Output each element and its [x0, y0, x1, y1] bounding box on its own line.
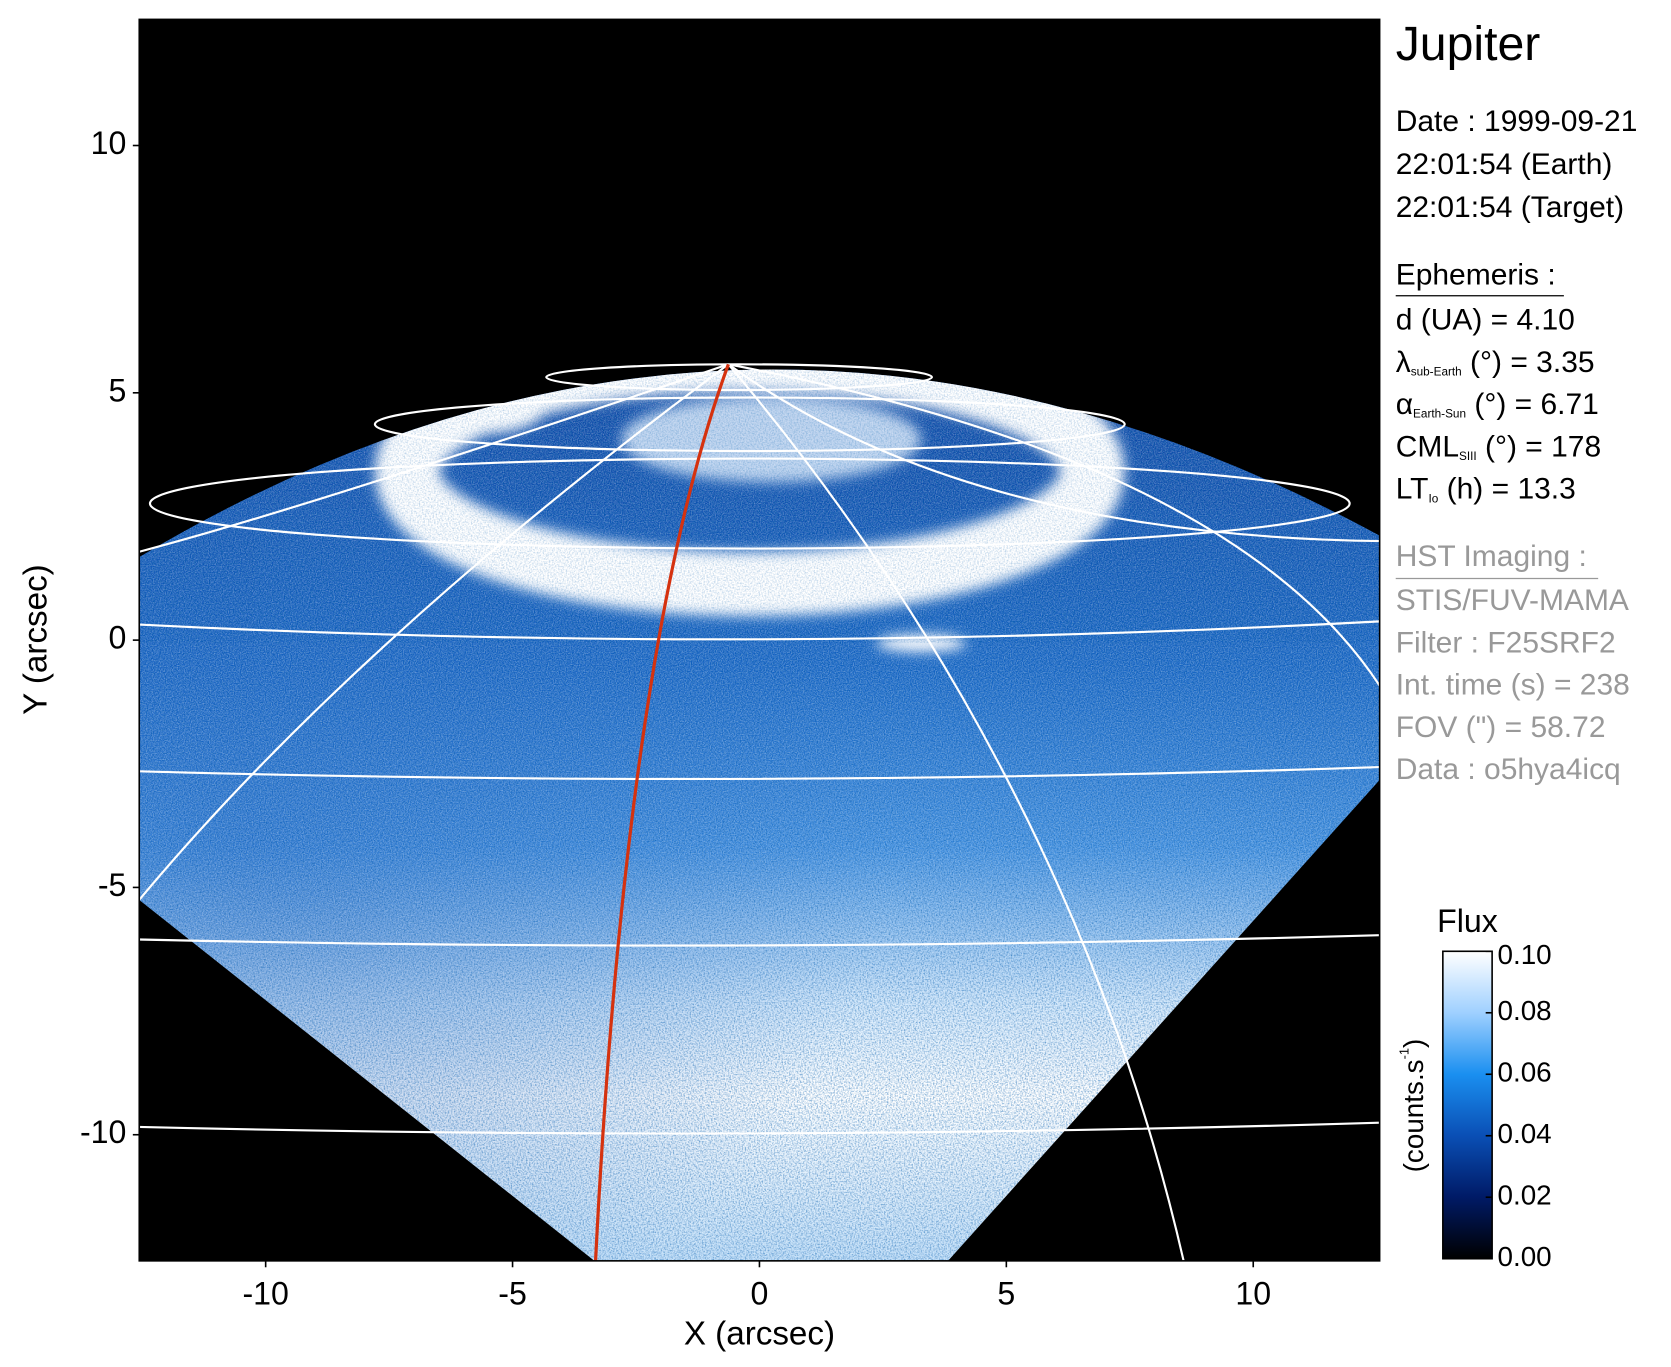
text: (h) = 13.3: [1438, 473, 1576, 506]
x-tick-label: 0: [751, 1276, 769, 1312]
colorbar-title: Flux: [1437, 903, 1498, 939]
ephemeris-line: LTIo (h) = 13.3: [1396, 473, 1576, 506]
x-tick-label: -10: [242, 1276, 288, 1312]
imaging-line: Filter : F25SRF2: [1396, 626, 1616, 659]
graticule: [139, 363, 1380, 1261]
image-panel: [139, 19, 1380, 1261]
text: (°) = 6.71: [1466, 388, 1599, 421]
x-tick-label: -5: [498, 1276, 527, 1312]
symbol: d (UA) = 4.10: [1396, 303, 1575, 336]
colorbar-tick-label: 0.08: [1497, 995, 1551, 1026]
imaging-line: FOV (") = 58.72: [1396, 711, 1606, 744]
symbol: CML: [1396, 430, 1459, 463]
imaging-line: STIS/FUV-MAMA: [1396, 584, 1629, 617]
ephemeris-line: αEarth-Sun (°) = 6.71: [1396, 388, 1599, 421]
x-axis-label: X (arcsec): [684, 1316, 835, 1353]
x-tick-label: 10: [1235, 1276, 1271, 1312]
info-panel: Date : 1999-09-21 22:01:54 (Earth) 22:01:5…: [1395, 105, 1638, 786]
y-axis-label: Y (arcsec): [17, 564, 54, 715]
symbol: λ: [1396, 346, 1411, 379]
y-tick-label: 5: [109, 372, 127, 408]
y-tick-label: -5: [98, 867, 127, 903]
subscript: Io: [1428, 492, 1438, 505]
y-tick-label: 0: [109, 620, 127, 656]
text: (°) = 3.35: [1462, 346, 1595, 379]
subscript: sub-Earth: [1411, 365, 1462, 378]
y-tick-label: 10: [91, 125, 127, 161]
imaging-line: Data : o5hya4icq: [1396, 753, 1621, 786]
symbol: LT: [1396, 473, 1429, 506]
colorbar-units: (counts.s-1): [1397, 1039, 1430, 1173]
colorbar-scale: [1442, 950, 1493, 1260]
symbol: α: [1396, 388, 1413, 421]
ephemeris-title: Ephemeris :: [1396, 258, 1556, 291]
imaging-line: Int. time (s) = 238: [1396, 669, 1630, 702]
units-sup: -1: [1397, 1048, 1412, 1059]
x-tick-label: 5: [997, 1276, 1015, 1312]
date-line: 22:01:54 (Earth): [1396, 148, 1613, 181]
units-text: (counts.s: [1398, 1059, 1429, 1172]
colorbar-tick-label: 0.04: [1497, 1118, 1551, 1149]
colorbar-tick-label: 0.06: [1497, 1057, 1551, 1088]
colorbar-tick-label: 0.10: [1497, 939, 1551, 970]
ephemeris-line: λsub-Earth (°) = 3.35: [1396, 346, 1595, 379]
title: Jupiter: [1396, 17, 1541, 71]
subscript: Earth-Sun: [1413, 408, 1466, 421]
imaging-title: HST Imaging :: [1396, 540, 1587, 573]
ephemeris-line: d (UA) = 4.10: [1396, 303, 1575, 336]
colorbar-tick-label: 0.00: [1497, 1241, 1551, 1272]
colorbar: Flux 0.00 0.02 0.04 0.06 0.08 0.10 (counts.s-1): [1397, 903, 1552, 1272]
ephemeris-line: CMLSIII (°) = 178: [1396, 430, 1601, 463]
text: (°) = 178: [1477, 430, 1602, 463]
date-line: 22:01:54 (Target): [1396, 191, 1624, 224]
central-meridian: [593, 363, 730, 1261]
colorbar-tick-label: 0.02: [1497, 1180, 1551, 1211]
date-line: Date : 1999-09-21: [1396, 105, 1638, 138]
units-close: ): [1398, 1039, 1429, 1048]
y-tick-label: -10: [80, 1114, 126, 1150]
subscript: SIII: [1459, 450, 1477, 463]
